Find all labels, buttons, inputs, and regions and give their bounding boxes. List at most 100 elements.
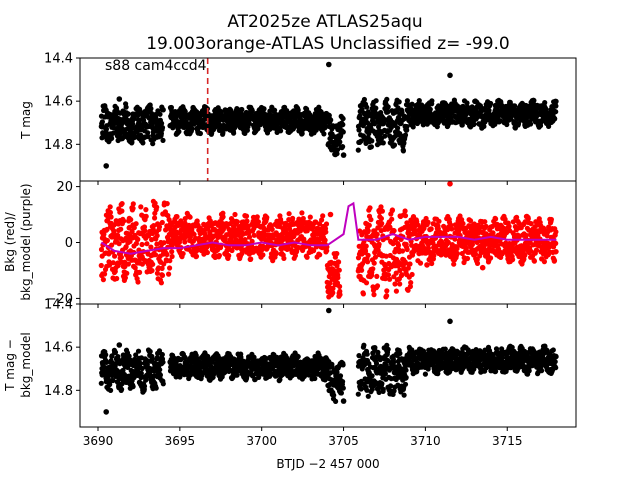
data-point	[281, 255, 287, 261]
data-point	[385, 346, 391, 352]
y-tick-label: 14.4	[44, 52, 73, 67]
data-point	[374, 231, 380, 237]
data-point	[449, 226, 455, 232]
data-point	[157, 111, 163, 117]
data-point	[98, 380, 104, 386]
data-point	[99, 119, 105, 125]
outlier-point	[447, 72, 453, 79]
data-point	[410, 124, 416, 130]
data-point	[371, 260, 377, 266]
data-point	[385, 104, 391, 110]
data-point	[427, 106, 433, 112]
data-point	[264, 214, 270, 221]
outlier-point	[116, 96, 123, 102]
data-point	[307, 214, 313, 220]
data-point	[471, 121, 477, 127]
data-point	[148, 106, 154, 112]
data-point	[403, 367, 409, 373]
data-point	[249, 108, 255, 114]
data-point	[216, 252, 222, 259]
data-point	[204, 249, 210, 256]
data-point	[384, 293, 390, 299]
data-point	[122, 275, 128, 281]
outlier-point	[479, 264, 486, 271]
data-point	[553, 240, 559, 246]
data-point	[232, 211, 238, 218]
data-point	[234, 372, 240, 378]
data-point	[429, 98, 435, 104]
data-point	[395, 125, 401, 131]
data-point	[397, 350, 403, 356]
data-point	[365, 393, 371, 399]
data-point	[135, 236, 141, 242]
data-point	[379, 208, 385, 214]
data-point	[454, 250, 460, 257]
data-point	[363, 243, 369, 249]
chart-title-line2: 19.003orange-ATLAS Unclassified z= -99.0	[146, 34, 510, 54]
data-point	[118, 226, 124, 232]
data-point	[402, 381, 409, 387]
data-point	[367, 205, 373, 211]
data-point	[391, 359, 397, 365]
data-point	[363, 280, 370, 286]
data-point	[379, 381, 385, 387]
data-point	[304, 254, 310, 260]
data-point	[385, 272, 392, 278]
data-point	[356, 127, 362, 133]
data-point	[429, 260, 435, 267]
data-point	[486, 107, 492, 113]
data-point	[137, 361, 143, 367]
data-point	[124, 270, 130, 276]
data-point	[323, 221, 330, 227]
data-point	[416, 98, 422, 104]
data-point	[145, 130, 151, 136]
data-point	[117, 130, 123, 137]
data-point	[401, 392, 407, 398]
data-point	[154, 233, 160, 239]
data-point	[119, 201, 125, 207]
data-point	[138, 204, 144, 210]
data-point	[488, 255, 494, 261]
data-points	[98, 307, 559, 415]
data-point	[160, 107, 166, 113]
outlier-point	[326, 61, 332, 68]
outlier-point	[103, 163, 109, 169]
data-point	[154, 204, 160, 210]
data-point	[404, 98, 410, 104]
data-point	[130, 201, 136, 207]
data-point	[482, 219, 488, 225]
data-point	[553, 249, 559, 255]
data-point	[551, 258, 558, 264]
data-point	[393, 288, 399, 294]
data-point	[358, 386, 364, 392]
data-point	[295, 354, 301, 360]
data-points	[98, 61, 559, 169]
data-point	[189, 126, 195, 132]
data-point	[144, 241, 150, 247]
data-point	[197, 130, 203, 137]
data-point	[104, 237, 110, 244]
data-point	[119, 386, 125, 392]
data-points	[98, 181, 559, 300]
data-point	[244, 218, 250, 224]
data-point	[141, 383, 148, 389]
data-point	[239, 106, 245, 113]
data-point	[331, 392, 337, 398]
data-point	[141, 117, 147, 123]
data-point	[251, 232, 257, 238]
data-point	[373, 105, 379, 111]
data-point	[493, 216, 499, 222]
y-tick-label: 0	[65, 236, 73, 251]
data-point	[160, 137, 166, 143]
data-point	[103, 352, 109, 358]
data-point	[409, 271, 415, 278]
data-point	[451, 261, 457, 267]
top-panel: 14.414.614.8	[44, 52, 577, 185]
data-point	[112, 253, 118, 259]
data-point	[272, 107, 278, 113]
data-point	[358, 138, 364, 144]
data-point	[320, 213, 326, 219]
data-point	[340, 385, 346, 391]
data-point	[220, 214, 226, 220]
